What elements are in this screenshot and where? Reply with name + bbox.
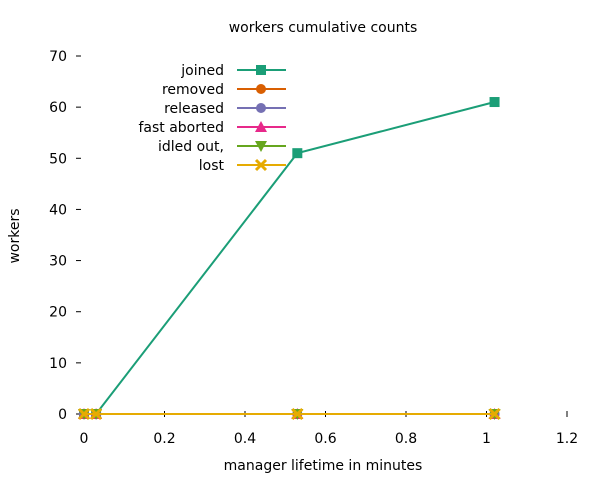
data-point-lost <box>488 407 501 421</box>
legend: joined removed released fast aborted idled o… <box>138 63 286 174</box>
x-tick-label: 1.2 <box>556 431 578 447</box>
legend-item-released: released <box>164 101 286 117</box>
data-point-lost <box>291 407 304 421</box>
y-tick-label: 60 <box>49 100 67 116</box>
data-point-joined <box>489 97 500 108</box>
x-tick-label: 0.4 <box>234 431 256 447</box>
x-tick-label: 0.8 <box>395 431 417 447</box>
legend-marker <box>256 103 266 113</box>
legend-marker <box>256 65 266 75</box>
series-joined <box>79 97 500 419</box>
y-axis: 0 10 20 30 40 50 60 70 <box>49 49 81 423</box>
data-point-lost <box>77 407 91 421</box>
legend-label: released <box>164 101 224 117</box>
legend-marker <box>255 141 267 152</box>
series-line-joined <box>84 101 495 415</box>
x-tick-label: 0.6 <box>314 431 336 447</box>
y-tick-label: 20 <box>49 305 67 321</box>
x-axis: 0 0.2 0.4 0.6 0.8 1 1.2 <box>80 411 578 447</box>
legend-item-lost: lost <box>199 158 286 174</box>
series-lost <box>77 407 501 421</box>
legend-label: fast aborted <box>138 120 224 136</box>
legend-item-removed: removed <box>162 82 286 98</box>
data-point-lost <box>90 407 103 421</box>
y-tick-label: 40 <box>49 202 67 218</box>
legend-marker <box>256 84 266 94</box>
legend-item-joined: joined <box>180 63 286 79</box>
legend-item-idled-out: idled out, <box>158 139 286 155</box>
plot-series <box>77 97 501 421</box>
x-axis-label: manager lifetime in minutes <box>224 458 423 474</box>
chart-title: workers cumulative counts <box>229 20 418 36</box>
legend-label: lost <box>199 158 225 174</box>
legend-label: idled out, <box>158 139 224 155</box>
x-tick-label: 0.2 <box>153 431 175 447</box>
y-tick-label: 70 <box>49 49 67 65</box>
x-tick-label: 0 <box>80 431 89 447</box>
legend-label: removed <box>162 82 224 98</box>
legend-item-fast-aborted: fast aborted <box>138 120 286 136</box>
data-point-joined <box>292 148 303 159</box>
y-tick-label: 0 <box>58 407 67 423</box>
legend-marker <box>255 121 267 132</box>
x-tick-label: 1 <box>482 431 491 447</box>
legend-label: joined <box>180 63 224 79</box>
y-tick-label: 10 <box>49 356 67 372</box>
y-axis-label: workers <box>7 208 23 263</box>
y-tick-label: 30 <box>49 254 67 270</box>
y-tick-label: 50 <box>49 151 67 167</box>
legend-marker <box>254 158 268 172</box>
